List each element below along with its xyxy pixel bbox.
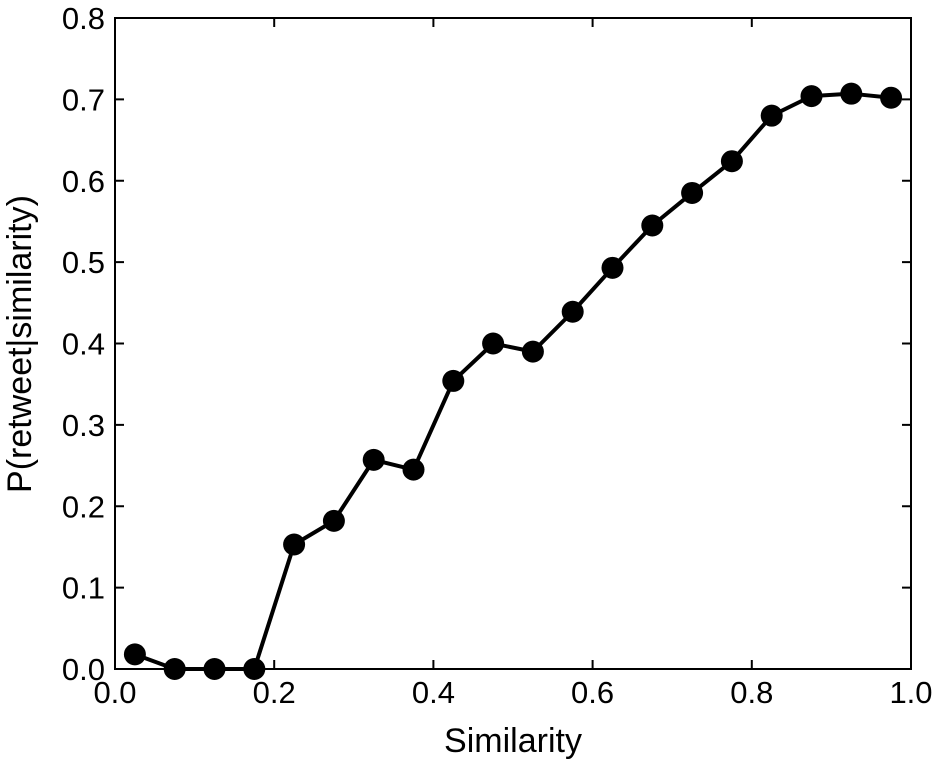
data-point	[760, 104, 783, 127]
y-tick-label: 0.7	[62, 82, 105, 117]
data-point	[442, 369, 465, 392]
x-tick-label: 0.8	[730, 675, 773, 710]
y-axis-label: P(retweet|similarity)	[1, 195, 39, 493]
data-point	[123, 643, 146, 666]
x-tick-label: 1.0	[889, 675, 932, 710]
y-tick-label: 0.5	[62, 245, 105, 280]
data-point	[322, 509, 345, 532]
y-tick-label: 0.0	[62, 652, 105, 687]
data-point	[362, 448, 385, 471]
data-point	[283, 533, 306, 556]
y-tick-label: 0.1	[62, 571, 105, 606]
data-point	[402, 458, 425, 481]
x-tick-label: 0.4	[412, 675, 455, 710]
x-tick-label: 0.2	[253, 675, 296, 710]
y-tick-label: 0.3	[62, 408, 105, 443]
data-point	[482, 332, 505, 355]
y-tick-label: 0.8	[62, 1, 105, 36]
series-layer	[123, 82, 903, 680]
y-tick-label: 0.6	[62, 164, 105, 199]
x-axis-label: Similarity	[444, 722, 582, 760]
ticks-layer: 0.0 0.2 0.4 0.6 0.8 1.0 0.0 0.1 0.2 0.3 0.4 0.5 0.6 0…	[62, 1, 933, 710]
y-tick-label: 0.2	[62, 489, 105, 524]
data-point	[880, 86, 903, 109]
data-point	[720, 150, 743, 173]
series-line	[134, 91, 892, 671]
x-tick-label: 0.6	[571, 675, 614, 710]
data-point	[840, 82, 863, 105]
data-point	[521, 340, 544, 363]
y-tick-label: 0.4	[62, 327, 105, 362]
data-point	[561, 300, 584, 323]
plot-frame	[114, 17, 912, 670]
x-tick-label: 0.0	[93, 675, 136, 710]
data-point	[641, 214, 664, 237]
data-point	[800, 85, 823, 108]
data-point	[681, 181, 704, 204]
data-point	[601, 256, 624, 279]
